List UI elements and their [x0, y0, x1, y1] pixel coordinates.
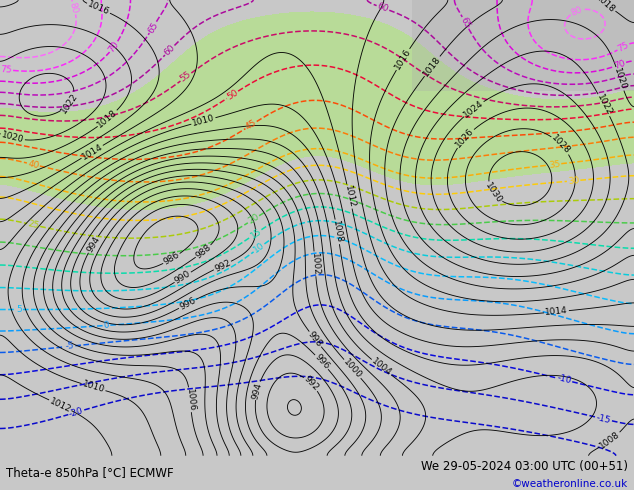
Text: 1020: 1020: [612, 67, 628, 91]
Text: 1018: 1018: [422, 54, 443, 78]
Text: 1002: 1002: [309, 252, 320, 275]
Text: 75: 75: [1, 65, 13, 75]
Text: 1000: 1000: [341, 357, 363, 380]
Text: 10: 10: [252, 241, 266, 255]
Text: 1016: 1016: [86, 0, 111, 17]
Text: 1022: 1022: [595, 93, 613, 117]
Text: 996: 996: [313, 353, 331, 371]
Text: 60: 60: [162, 43, 177, 57]
Text: 5: 5: [16, 305, 22, 314]
Text: 35: 35: [548, 159, 560, 170]
Text: 998: 998: [306, 330, 324, 349]
Text: 55: 55: [179, 70, 193, 84]
Text: 1026: 1026: [454, 127, 476, 150]
Text: 1012: 1012: [48, 396, 73, 414]
Text: 1014: 1014: [80, 142, 104, 162]
Text: 1008: 1008: [598, 430, 622, 451]
Text: 60: 60: [376, 2, 390, 14]
Text: 1010: 1010: [191, 114, 216, 128]
Text: 1004: 1004: [370, 357, 393, 378]
Text: 1018: 1018: [594, 0, 617, 15]
Text: 990: 990: [173, 269, 193, 286]
Text: 1010: 1010: [81, 380, 106, 395]
Text: We 29-05-2024 03:00 UTC (00+51): We 29-05-2024 03:00 UTC (00+51): [421, 460, 628, 473]
Text: -5: -5: [65, 342, 75, 351]
Text: 70: 70: [613, 58, 626, 71]
Text: 1012: 1012: [343, 184, 356, 209]
Text: 996: 996: [178, 296, 197, 312]
Text: 15: 15: [249, 226, 263, 241]
Text: 25: 25: [27, 220, 40, 231]
Text: ©weatheronline.co.uk: ©weatheronline.co.uk: [512, 479, 628, 489]
Text: 1018: 1018: [96, 108, 119, 130]
Text: -10: -10: [556, 374, 573, 386]
Text: 1014: 1014: [545, 306, 568, 318]
Text: 70: 70: [107, 40, 121, 54]
Text: 992: 992: [213, 258, 232, 273]
Text: 1030: 1030: [483, 181, 503, 205]
Text: 992: 992: [302, 374, 320, 393]
Text: 45: 45: [244, 118, 258, 132]
Text: 1024: 1024: [462, 98, 485, 119]
Text: 30: 30: [567, 176, 579, 186]
Text: 1022: 1022: [60, 91, 80, 115]
Text: 40: 40: [27, 159, 40, 170]
Text: -15: -15: [595, 413, 612, 425]
Text: 0: 0: [103, 321, 110, 330]
Text: 1020: 1020: [1, 130, 25, 145]
Text: Theta-e 850hPa [°C] ECMWF: Theta-e 850hPa [°C] ECMWF: [6, 466, 174, 479]
Text: 75: 75: [616, 40, 630, 53]
Text: 1008: 1008: [331, 220, 344, 244]
Text: 80: 80: [569, 5, 583, 18]
Text: 65: 65: [459, 16, 472, 30]
Text: 994: 994: [85, 235, 101, 254]
Text: 1016: 1016: [393, 47, 413, 72]
Text: 988: 988: [194, 243, 213, 260]
Text: -20: -20: [68, 406, 84, 418]
Text: 1028: 1028: [550, 133, 572, 156]
Text: 1006: 1006: [184, 388, 196, 412]
Text: 65: 65: [146, 20, 160, 35]
Text: 80: 80: [68, 1, 80, 15]
Text: 50: 50: [225, 88, 240, 102]
Text: 20: 20: [246, 213, 261, 226]
Text: 994: 994: [251, 381, 264, 400]
Text: 986: 986: [162, 250, 181, 267]
